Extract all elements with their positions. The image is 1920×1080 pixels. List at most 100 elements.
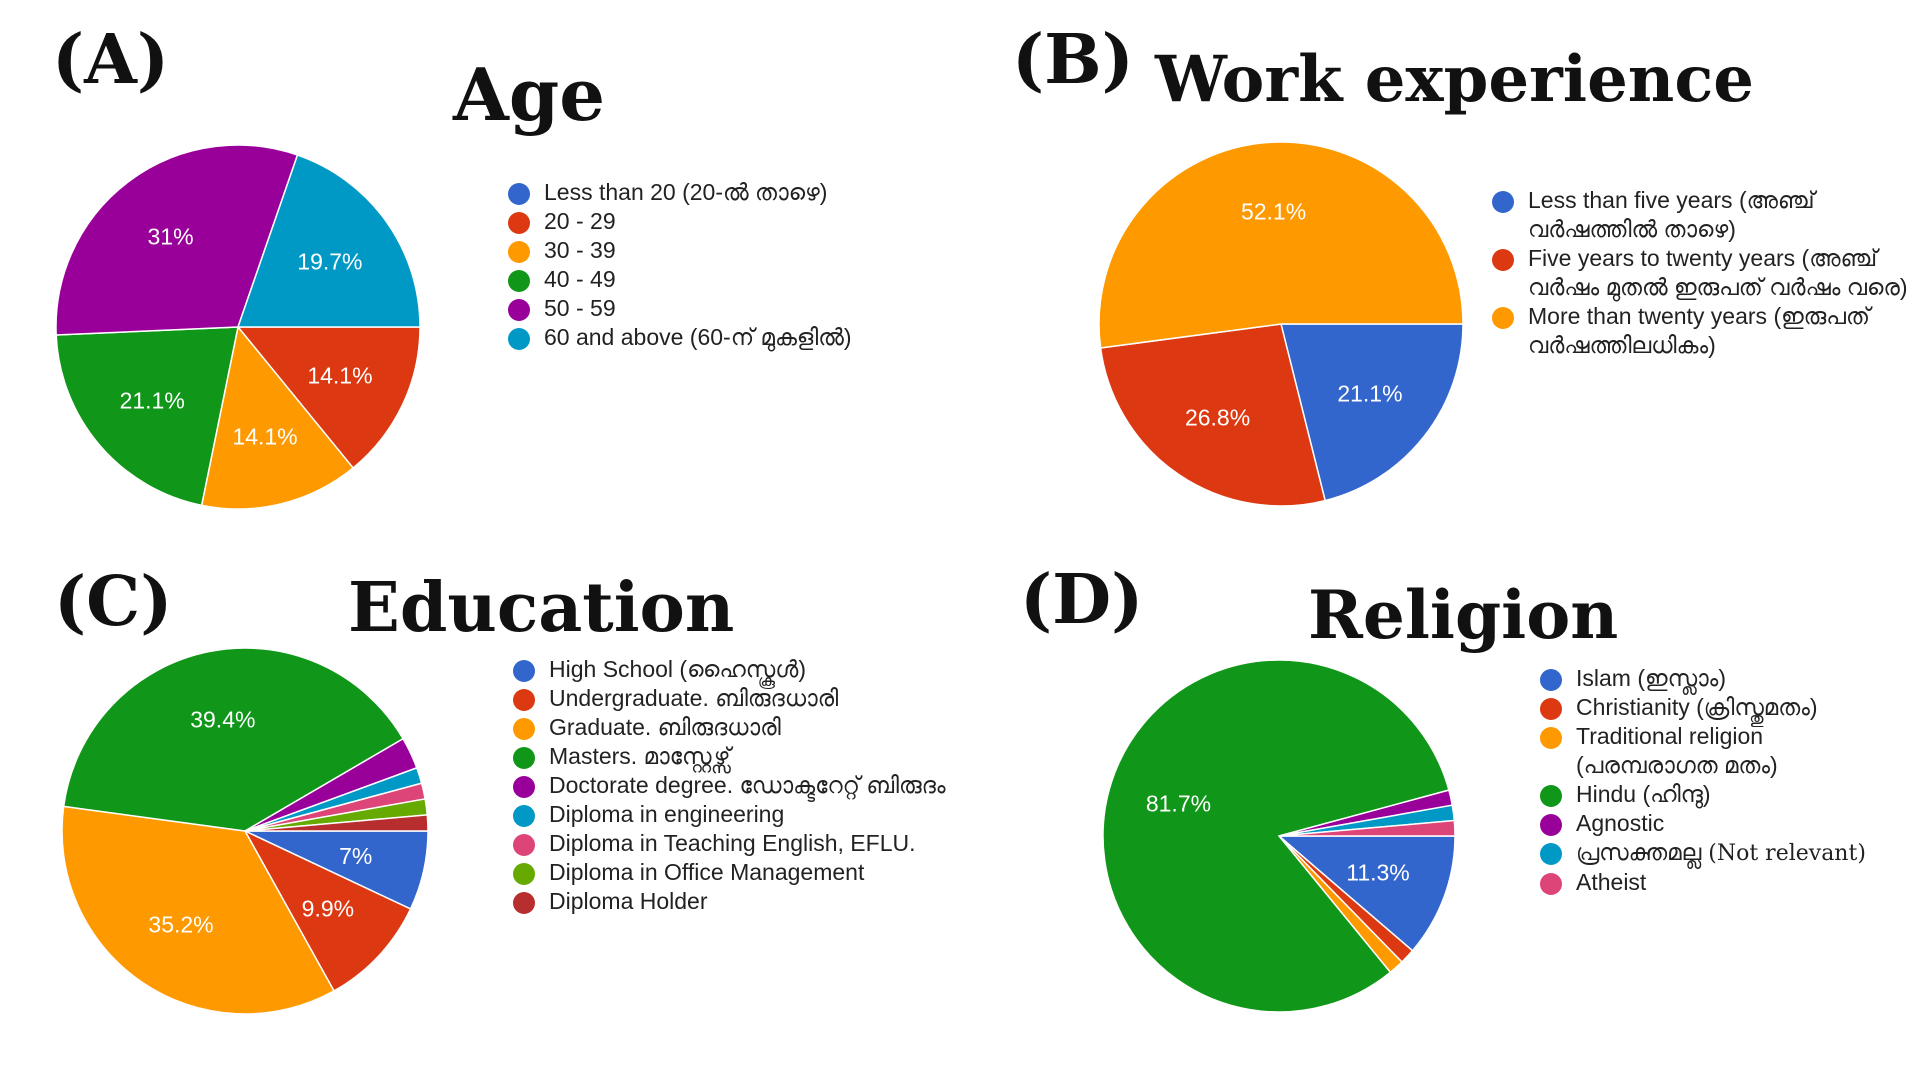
legend-swatch [513,892,535,914]
legend-label: Diploma Holder [549,888,708,914]
panel-label: (B) [1012,20,1134,100]
legend-swatch [1540,814,1562,836]
pie-chart-education: 7% 9.9% 35.2% 39.4% [61,647,429,1015]
panel-label: (A) [52,20,170,100]
panel-education: (C) Education 7% 9.9% 35.2% 39.4% High Scho… [0,540,960,1080]
slice-value-label: 31% [148,224,194,250]
pie-slice-50-59 [55,144,299,336]
legend-label: Traditional religion (പരമ്പരാഗത മതം) [1576,723,1778,778]
panel-work-experience: (B) Work experience 21.1% 26.8% 52.1% Less… [960,0,1920,540]
pie-chart-age: 14.1% 14.1% 21.1% 31% 19.7% [55,144,421,510]
legend-swatch [508,328,530,350]
pie-slice-atheist [1278,819,1456,837]
legend-label: Less than 20 (20-ൽ താഴെ) [544,179,828,205]
panel-age: (A) Age 14.1% 14.1% 21.1% 31% 19.7% Less tha… [0,0,960,540]
legend-item-graduate: Graduate. ബിരുദധാരി [513,713,953,742]
slice-value-label: 39.4% [190,707,255,733]
legend-item-item: പ്രസക്തമല്ല (Not relevant) [1540,838,1900,868]
slice-value-label: 14.1% [232,424,297,450]
legend-item-diploma-holder: Diploma Holder [513,887,953,916]
pie-chart-work-experience: 21.1% 26.8% 52.1% [1098,141,1464,507]
legend-swatch [1540,669,1562,691]
legend-item-less-than-five-years: Less than five years (അഞ്ച് വർഷത്തിൽ താഴ… [1492,186,1912,244]
legend-swatch [513,747,535,769]
slice-value-label: 35.2% [148,912,213,938]
legend-label: Christianity (ക്രിസ്തുമതം) [1576,694,1818,720]
legend-item-doctorate-degree: Doctorate degree. ഡോക്ടറേറ്റ് ബിരുദം [513,771,953,800]
legend-swatch [1492,191,1514,213]
legend-label: Masters. മാസ്റ്റേഴ്സ് [549,743,731,769]
legend-label: Hindu (ഹിന്ദു) [1576,781,1711,807]
legend-label: Undergraduate. ബിരുദധാരി [549,685,839,711]
legend-note: (Not relevant) [1701,841,1866,866]
legend-item-more-than-twenty-years: More than twenty years (ഇരുപത് വർഷത്തിലധ… [1492,302,1912,360]
pie-slice-hindu [1102,659,1450,1013]
legend-swatch [513,660,535,682]
chart-title: Religion [1308,576,1619,654]
slice-value-label: 9.9% [302,895,354,921]
legend-education: High School (ഹൈസ്കൂൾ) Undergraduate. ബിരു… [513,655,953,916]
legend-swatch [1540,873,1562,895]
slice-value-label: 26.8% [1185,404,1250,430]
legend-swatch [513,863,535,885]
pie-slice-60-and-above [236,154,421,328]
pie-chart-religion: 11.3% 81.7% [1102,659,1456,1013]
legend-item-agnostic: Agnostic [1540,809,1900,838]
legend-item-diploma-in-teaching-english-eflu: Diploma in Teaching English, EFLU. [513,829,953,858]
legend-swatch [513,776,535,798]
legend-item-20-29: 20 - 29 [508,207,928,236]
chart-title: Education [348,568,735,648]
legend-label: 60 and above (60-ന് മുകളിൽ) [544,324,852,350]
legend-label: 40 - 49 [544,266,616,292]
legend-swatch [1540,785,1562,807]
legend-swatch [1540,698,1562,720]
legend-item-diploma-in-office-management: Diploma in Office Management [513,858,953,887]
panel-label: (D) [1020,560,1144,640]
legend-swatch [1540,727,1562,749]
legend-item-hindu: Hindu (ഹിന്ദു) [1540,780,1900,809]
legend-label: More than twenty years (ഇരുപത് വർഷത്തിലധ… [1528,303,1870,358]
legend-work-experience: Less than five years (അഞ്ച് വർഷത്തിൽ താഴ… [1492,186,1912,360]
legend-label: Five years to twenty years (അഞ്ച് വർഷം മ… [1528,245,1908,300]
pie-slice-diploma-holder [244,814,429,832]
slice-value-label: 14.1% [307,362,372,388]
legend-label: Diploma in Office Management [549,859,865,885]
pie-slice-islam [1276,835,1456,952]
panel-label: (C) [54,562,173,642]
legend-swatch [508,270,530,292]
legend-item-high-school: High School (ഹൈസ്കൂൾ) [513,655,953,684]
legend-item-undergraduate: Undergraduate. ബിരുദധാരി [513,684,953,713]
pie-slice-more-than-twenty-years [1098,141,1464,349]
legend-item-less-than-20: Less than 20 (20-ൽ താഴെ) [508,178,928,207]
legend-swatch [513,689,535,711]
pie-slice-30-39 [200,325,355,510]
legend-label: Less than five years (അഞ്ച് വർഷത്തിൽ താഴ… [1528,187,1815,242]
slice-value-label: 21.1% [120,387,185,413]
legend-swatch [508,183,530,205]
slice-value-label: 81.7% [1146,791,1211,817]
legend-item-christianity: Christianity (ക്രിസ്തുമതം) [1540,693,1900,722]
pie-slice-graduate [61,805,336,1015]
legend-label: Doctorate degree. ഡോക്ടറേറ്റ് ബിരുദം [549,772,946,798]
legend-swatch [1492,249,1514,271]
legend-item-traditional-religion: Traditional religion (പരമ്പരാഗത മതം) [1540,722,1900,780]
legend-swatch [513,834,535,856]
pie-slice-20-29 [236,326,421,470]
legend-label: Islam (ഇസ്ലാം) [1576,665,1726,691]
slice-value-label: 19.7% [297,249,362,275]
slice-value-label: 21.1% [1337,380,1402,406]
legend-religion: Islam (ഇസ്ലാം) Christianity (ക്രിസ്തുമതം)… [1540,664,1900,897]
legend-swatch [513,718,535,740]
chart-title: Work experience [1155,42,1754,117]
legend-label: Diploma in Teaching English, EFLU. [549,830,916,856]
legend-label: Atheist [1576,869,1647,895]
legend-label: Diploma in engineering [549,801,785,827]
legend-label: 20 - 29 [544,208,616,234]
slice-value-label: 11.3% [1346,860,1410,886]
legend-item-five-years-to-twenty-years: Five years to twenty years (അഞ്ച് വർഷം മ… [1492,244,1912,302]
pie-slice-40-49 [55,326,239,507]
legend-item-40-49: 40 - 49 [508,265,928,294]
legend-swatch [508,241,530,263]
slice-value-label: 52.1% [1241,198,1306,224]
legend-label: 30 - 39 [544,237,616,263]
